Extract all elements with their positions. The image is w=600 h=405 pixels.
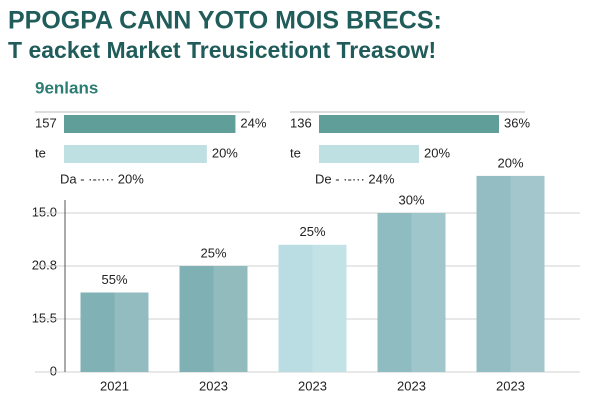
value-label: 20%: [212, 145, 238, 160]
y-tick-label: 15.0: [32, 204, 57, 219]
row-label: 157: [35, 115, 57, 130]
y-tick-label: 20.8: [32, 257, 57, 272]
note: Da - ·-···· 20%: [60, 171, 144, 186]
bar: [377, 213, 446, 372]
row-label: te: [35, 145, 46, 160]
bar-highlight: [411, 213, 446, 372]
bar-highlight: [510, 175, 545, 372]
bar-annotation: 20%: [497, 155, 523, 170]
bar-highlight: [312, 244, 347, 372]
bar-annotation: 25%: [200, 245, 226, 260]
bar: [64, 145, 207, 163]
bar: [319, 145, 419, 163]
x-tick-label: 2023: [397, 378, 426, 393]
x-tick-label: 2023: [199, 378, 228, 393]
bar-highlight: [213, 266, 248, 372]
bar: [319, 115, 499, 133]
bar: [278, 244, 347, 372]
bar-annotation: 30%: [398, 192, 424, 207]
row-label: te: [290, 145, 301, 160]
bar-highlight: [114, 292, 149, 372]
bar: [179, 266, 248, 372]
section-label: 9enlans: [35, 78, 98, 97]
note: De - ·-··· 24%: [315, 171, 395, 186]
bar: [64, 115, 236, 133]
bar: [80, 292, 149, 372]
bar: [476, 175, 545, 372]
x-tick-label: 2023: [298, 378, 327, 393]
bar-annotation: 25%: [299, 224, 325, 239]
x-tick-label: 2023: [496, 378, 525, 393]
y-tick-label: 15.5: [32, 310, 57, 325]
value-label: 20%: [424, 145, 450, 160]
x-tick-label: 2021: [100, 378, 129, 393]
y-tick-label: 0: [50, 363, 57, 378]
row-label: 136: [290, 115, 312, 130]
title: PPOGPA CANN YOTO MOIS BRECS:: [8, 7, 442, 35]
bar-annotation: 55%: [101, 272, 127, 287]
value-label: 36%: [504, 115, 530, 130]
value-label: 24%: [240, 115, 266, 130]
subtitle: T eacket Market Treusicetiont Treasow!: [8, 37, 436, 63]
